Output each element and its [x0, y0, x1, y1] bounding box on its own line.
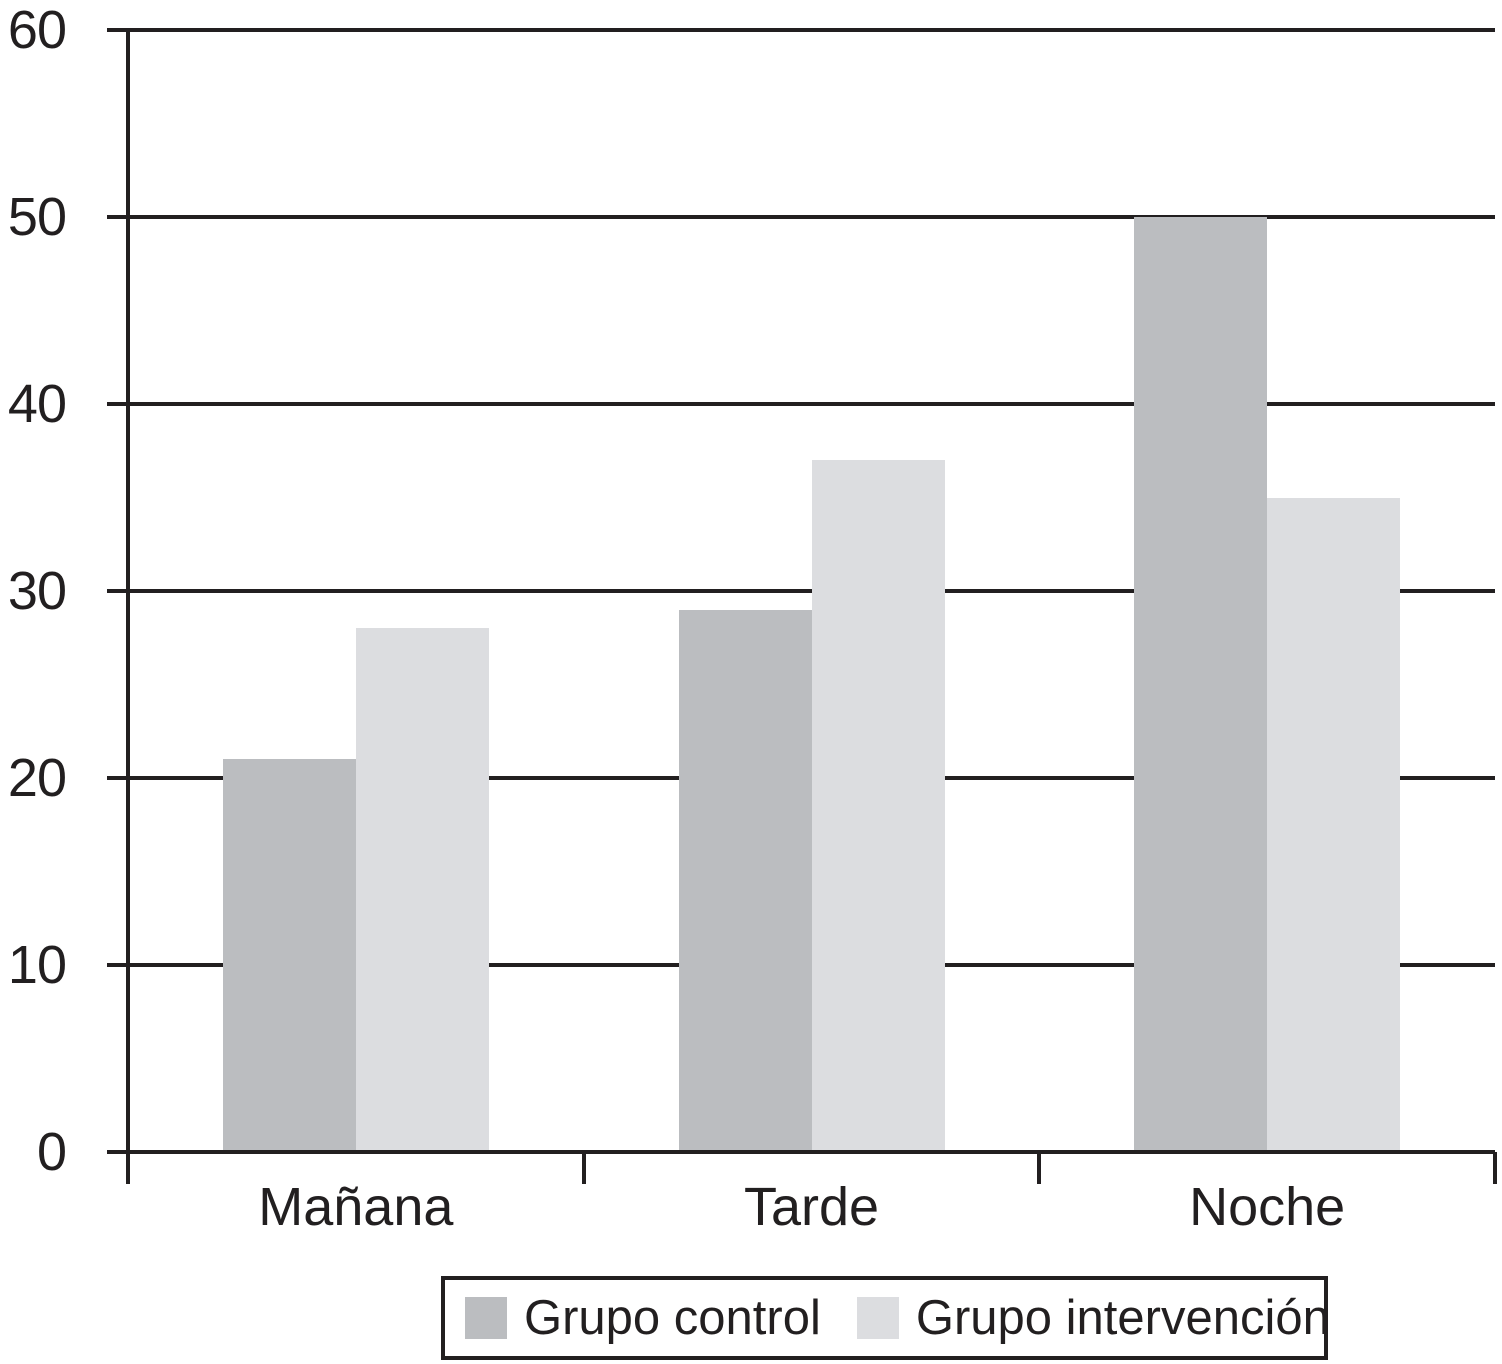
legend-item: Grupo intervención: [856, 1291, 1330, 1345]
gridline: [107, 402, 1495, 406]
y-axis-label: 10: [7, 935, 67, 995]
x-axis-label: Noche: [1189, 1177, 1346, 1237]
y-axis-label: 20: [7, 748, 67, 808]
y-axis-label: 50: [7, 187, 67, 247]
x-axis-label: Tarde: [743, 1177, 880, 1237]
legend-swatch: [856, 1297, 899, 1339]
gridline: [107, 28, 1495, 32]
legend-swatch: [465, 1297, 507, 1339]
x-axis-tick: [1037, 1152, 1042, 1184]
bar-Noche-intervencion: [1267, 497, 1401, 1152]
bar-Tarde-intervencion: [811, 460, 945, 1152]
bar-Tarde-control: [678, 609, 812, 1152]
x-axis-line: [107, 1150, 1495, 1154]
gridline: [107, 215, 1495, 219]
legend-label: Grupo control: [524, 1291, 821, 1345]
y-axis-label: 30: [7, 561, 67, 621]
legend-item: Grupo control: [465, 1292, 821, 1344]
y-axis-label: 0: [36, 1122, 67, 1182]
x-axis-tick: [581, 1152, 586, 1184]
chart-legend: Grupo control Grupo intervención: [441, 1276, 1330, 1360]
legend-label: Grupo intervención: [915, 1291, 1330, 1345]
y-axis-line: [126, 28, 130, 1184]
y-axis-label: 40: [7, 374, 67, 434]
gridline: [107, 589, 1495, 593]
bar-Noche-control: [1134, 217, 1268, 1152]
x-axis-tick: [1493, 1152, 1497, 1184]
bar-Mañana-control: [222, 759, 356, 1152]
y-axis-label: 60: [7, 0, 67, 60]
x-axis-label: Mañana: [258, 1177, 454, 1237]
bar-Mañana-intervencion: [355, 628, 489, 1152]
